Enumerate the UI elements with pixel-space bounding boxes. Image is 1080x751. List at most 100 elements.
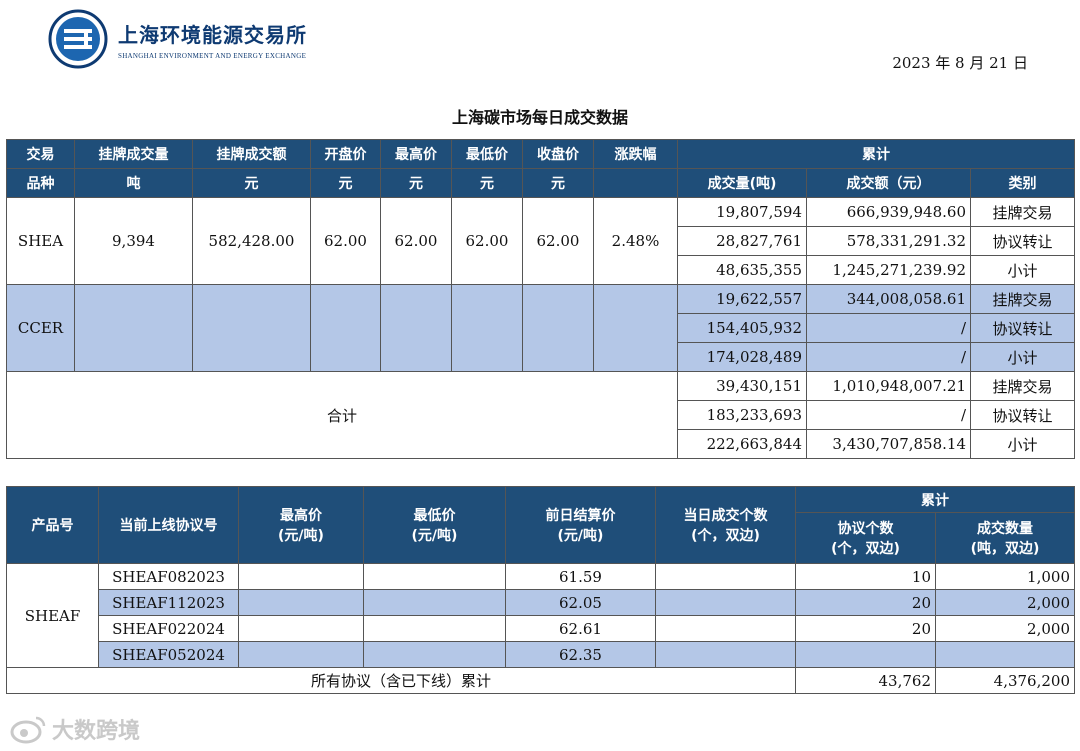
contract-count: [655, 589, 796, 616]
ccer-low: [451, 284, 523, 372]
contract-settle: 62.61: [505, 615, 656, 642]
header-close-unit: 元: [522, 168, 594, 198]
contract-cum-qty: 2,000: [935, 615, 1075, 642]
total-cum-vol: 222,663,844: [677, 429, 807, 459]
total-label: 合计: [6, 371, 678, 459]
contract-low: [363, 589, 506, 616]
total-cum-vol: 183,233,693: [677, 400, 807, 430]
shea-change: 2.48%: [593, 197, 678, 285]
shea-listed-amt: 582,428.00: [192, 197, 311, 285]
ccer-listed-vol: [74, 284, 193, 372]
weibo-icon: [10, 716, 46, 744]
contract-low: [363, 641, 506, 668]
contract-count: [655, 563, 796, 590]
contract-id: SHEAF052024: [98, 641, 239, 668]
header-product-l1: 交易: [6, 139, 75, 169]
header-low-unit: 元: [451, 168, 523, 198]
header-cum-count: 协议个数 (个，双边): [795, 512, 936, 564]
contract-cum-qty: 2,000: [935, 589, 1075, 616]
contract-high: [238, 563, 364, 590]
header-cum-amt: 成交额（元）: [806, 168, 971, 198]
contract-cum-count: [795, 641, 936, 668]
footer-cum-qty: 4,376,200: [935, 667, 1075, 694]
header-high: 最高价 (元/吨): [238, 486, 364, 564]
ccer-cum-amt: /: [806, 313, 971, 343]
header-low: 最低价: [451, 139, 523, 169]
header-contract: 当前上线协议号: [98, 486, 239, 564]
watermark-text: 大数跨境: [52, 719, 141, 744]
contract-low: [363, 563, 506, 590]
header-listed-amt-unit: 元: [192, 168, 311, 198]
shea-cum-amt: 1,245,271,239.92: [806, 255, 971, 285]
shea-low: 62.00: [451, 197, 523, 285]
total-cum-amt: /: [806, 400, 971, 430]
ccer-close: [522, 284, 594, 372]
total-category: 挂牌交易: [969, 371, 1076, 401]
org-name-en: SHANGHAI ENVIRONMENT AND ENERGY EXCHANGE: [118, 51, 307, 60]
contract-settle: 62.05: [505, 589, 656, 616]
contract-id: SHEAF112023: [98, 589, 239, 616]
ccer-cum-vol: 19,622,557: [677, 284, 807, 314]
shea-high: 62.00: [380, 197, 452, 285]
shea-listed-vol: 9,394: [74, 197, 193, 285]
ccer-category: 挂牌交易: [969, 284, 1076, 314]
contract-cum-qty: 1,000: [935, 563, 1075, 590]
futures-agreement-table: 产品号 当前上线协议号 最高价 (元/吨) 最低价 (元/吨) 前日结算价 (元/吨)…: [6, 486, 1075, 694]
header-category: 类别: [969, 168, 1076, 198]
header-change-unit: [593, 168, 678, 198]
ccer-category: 小计: [969, 342, 1076, 372]
shea-category: 小计: [969, 255, 1076, 285]
footer-label: 所有协议（含已下线）累计: [6, 667, 796, 694]
header-close: 收盘价: [522, 139, 594, 169]
ccer-name: CCER: [6, 284, 75, 372]
product-name: SHEAF: [6, 563, 99, 668]
total-category: 协议转让: [969, 400, 1076, 430]
daily-trade-table: 交易 挂牌成交量 挂牌成交额 开盘价 最高价 最低价 收盘价 涨跌幅 累计 品种…: [6, 139, 1076, 459]
contract-high: [238, 641, 364, 668]
contract-settle: 62.35: [505, 641, 656, 668]
header-listed-amt: 挂牌成交额: [192, 139, 311, 169]
shea-open: 62.00: [310, 197, 381, 285]
ccer-cum-vol: 154,405,932: [677, 313, 807, 343]
ccer-open: [310, 284, 381, 372]
contract-cum-count: 20: [795, 589, 936, 616]
total-cum-amt: 1,010,948,007.21: [806, 371, 971, 401]
contract-id: SHEAF022024: [98, 615, 239, 642]
report-date: 2023 年 8 月 21 日: [892, 54, 1028, 72]
logo: 上海环境能源交易所 SHANGHAI ENVIRONMENT AND ENERG…: [48, 8, 307, 70]
watermark: 大数跨境: [8, 713, 140, 745]
shea-category: 挂牌交易: [969, 197, 1076, 227]
header-low: 最低价 (元/吨): [363, 486, 506, 564]
header-settle: 前日结算价 (元/吨): [505, 486, 656, 564]
contract-count: [655, 615, 796, 642]
shea-cum-amt: 578,331,291.32: [806, 226, 971, 256]
header-listed-vol-unit: 吨: [74, 168, 193, 198]
ccer-high: [380, 284, 452, 372]
contract-high: [238, 589, 364, 616]
header-listed-vol: 挂牌成交量: [74, 139, 193, 169]
header-cumulative: 累计: [795, 486, 1075, 513]
header-open-unit: 元: [310, 168, 381, 198]
shea-name: SHEA: [6, 197, 75, 285]
exchange-logo-icon: [48, 9, 108, 69]
contract-id: SHEAF082023: [98, 563, 239, 590]
shea-cum-vol: 28,827,761: [677, 226, 807, 256]
ccer-cum-amt: /: [806, 342, 971, 372]
total-category: 小计: [969, 429, 1076, 459]
header-product: 产品号: [6, 486, 99, 564]
ccer-cum-vol: 174,028,489: [677, 342, 807, 372]
contract-high: [238, 615, 364, 642]
header-cum-qty: 成交数量 (吨，双边): [935, 512, 1075, 564]
total-cum-amt: 3,430,707,858.14: [806, 429, 971, 459]
shea-cum-vol: 19,807,594: [677, 197, 807, 227]
page-title: 上海碳市场每日成交数据: [451, 108, 628, 127]
header-open: 开盘价: [310, 139, 381, 169]
shea-cum-vol: 48,635,355: [677, 255, 807, 285]
ccer-cum-amt: 344,008,058.61: [806, 284, 971, 314]
shea-cum-amt: 666,939,948.60: [806, 197, 971, 227]
footer-cum-count: 43,762: [795, 667, 936, 694]
ccer-category: 协议转让: [969, 313, 1076, 343]
contract-cum-qty: [935, 641, 1075, 668]
contract-count: [655, 641, 796, 668]
header-count: 当日成交个数 (个，双边): [655, 486, 796, 564]
